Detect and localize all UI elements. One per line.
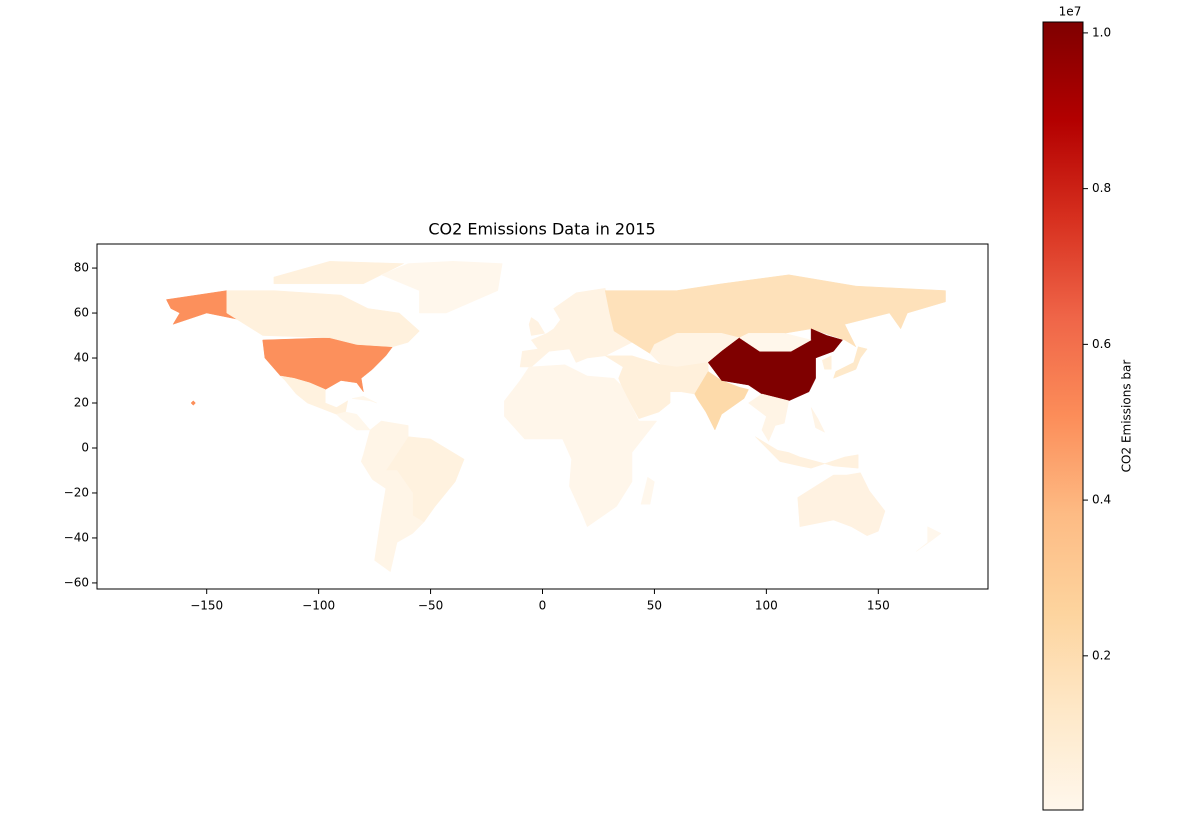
region — [755, 436, 859, 469]
y-tick-label: −20 — [64, 485, 89, 499]
colorbar-label: CO2 Emissions bar — [1120, 360, 1134, 473]
x-tick-label: −50 — [418, 599, 443, 613]
region — [380, 261, 503, 314]
y-tick-label: −60 — [64, 575, 89, 589]
region — [504, 364, 658, 528]
region — [694, 371, 749, 431]
x-tick-label: 50 — [647, 599, 662, 613]
region — [822, 355, 832, 370]
region — [279, 375, 349, 415]
region — [739, 333, 812, 352]
region — [262, 337, 393, 392]
region — [528, 317, 546, 336]
colorbar-offset: 1e7 — [1059, 5, 1082, 19]
region — [748, 393, 790, 442]
chart-title: CO2 Emissions Data in 2015 — [428, 220, 655, 239]
region — [352, 396, 377, 404]
region — [640, 476, 655, 505]
region — [226, 290, 420, 348]
x-tick-label: 0 — [539, 599, 547, 613]
region — [833, 346, 868, 379]
map-area — [166, 261, 946, 573]
y-tick-label: 80 — [74, 261, 89, 275]
x-tick-label: 150 — [867, 599, 890, 613]
region — [916, 526, 942, 552]
y-tick-label: 20 — [74, 396, 89, 410]
y-tick-label: 0 — [81, 440, 89, 454]
colorbar-tick-label: 0.2 — [1092, 648, 1111, 662]
region — [810, 407, 826, 433]
region — [360, 420, 425, 573]
region — [604, 355, 709, 420]
x-tick-label: 100 — [755, 599, 778, 613]
y-tick-label: 40 — [74, 351, 89, 365]
colorbar-tick-label: 0.4 — [1092, 493, 1111, 507]
colorbar-tick-label: 1.0 — [1092, 25, 1111, 39]
y-tick-label: −40 — [64, 530, 89, 544]
colorbar-tick-label: 0.8 — [1092, 181, 1111, 195]
x-tick-label: −100 — [302, 599, 335, 613]
colorbar — [1042, 21, 1084, 811]
y-tick-label: 60 — [74, 306, 89, 320]
region — [190, 400, 196, 406]
x-tick-label: −150 — [190, 599, 223, 613]
region — [336, 411, 371, 431]
region — [797, 472, 886, 536]
colorbar-tick-label: 0.6 — [1092, 337, 1111, 351]
region — [273, 261, 404, 285]
